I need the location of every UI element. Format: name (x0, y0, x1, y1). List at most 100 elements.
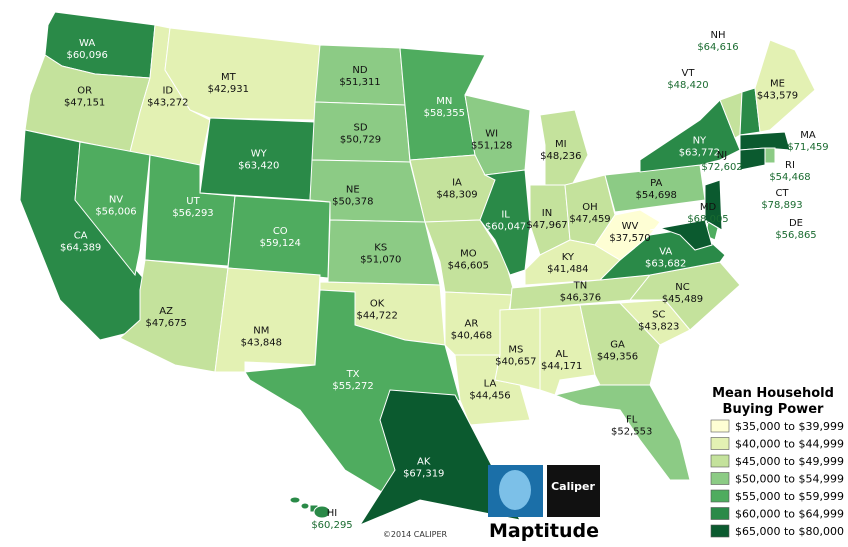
state-value: $40,468 (451, 330, 492, 341)
state-shape (300, 502, 310, 510)
state-value: $63,420 (238, 160, 279, 171)
logos: Caliper Maptitude ©2014 CALIPER (383, 465, 600, 542)
state-value: $43,579 (757, 90, 798, 101)
state-abbr: UT (186, 196, 200, 207)
state-shape (214, 267, 321, 373)
state-value: $47,459 (569, 214, 610, 225)
state-abbr: NE (346, 184, 360, 195)
state-abbr: NJ (717, 150, 727, 161)
state-value: $59,124 (260, 238, 301, 249)
state-abbr: RI (785, 160, 795, 171)
state-value: $41,484 (547, 264, 588, 275)
state-abbr: VA (659, 246, 672, 257)
state-value: $51,070 (360, 254, 401, 265)
state-abbr: MS (508, 345, 523, 356)
state-abbr: FL (626, 414, 638, 425)
state-value: $72,602 (701, 162, 742, 173)
state-abbr: ND (352, 65, 367, 76)
state-abbr: IA (452, 177, 462, 188)
state-abbr: MO (460, 249, 477, 260)
state-abbr: OH (582, 202, 597, 213)
state-shape (313, 505, 331, 519)
state-value: $47,151 (64, 97, 105, 108)
state-shape (289, 496, 301, 504)
state-value: $43,848 (241, 338, 282, 349)
legend-swatch (710, 507, 730, 520)
legend-label: $65,000 to $80,000 (735, 525, 844, 538)
state-abbr: SC (652, 310, 665, 321)
state-abbr: NV (109, 194, 123, 205)
legend-title: Buying Power (723, 402, 824, 417)
state-value: $51,311 (339, 77, 380, 88)
legend-label: $35,000 to $39,999 (735, 420, 844, 433)
state-shape (358, 389, 521, 527)
state-abbr: ME (770, 78, 785, 89)
state-abbr: AL (555, 349, 568, 360)
state-value: $42,931 (208, 84, 249, 95)
state-abbr: AK (417, 456, 431, 467)
state-value: $50,729 (340, 134, 381, 145)
state-value: $47,967 (526, 220, 567, 231)
state-abbr: ID (162, 86, 173, 97)
state-value: $45,489 (662, 294, 703, 305)
legend: Mean Household Buying Power $35,000 to $… (704, 380, 848, 543)
state-value: $60,295 (311, 520, 352, 531)
state-value: $47,675 (145, 318, 186, 329)
state-shape (594, 209, 661, 261)
state-value: $48,309 (436, 189, 477, 200)
state-value: $48,236 (540, 151, 581, 162)
state-value: $52,553 (611, 426, 652, 437)
state-shape (649, 219, 713, 251)
state-shape (754, 39, 816, 133)
legend-label: $40,000 to $44,999 (735, 438, 844, 451)
state-shape (739, 131, 791, 151)
state-abbr: MD (700, 202, 717, 213)
state-abbr: KY (562, 252, 575, 263)
state-abbr: TN (573, 281, 588, 292)
legend-label: $50,000 to $54,999 (735, 473, 844, 486)
state-value: $48,420 (667, 80, 708, 91)
legend-swatch (710, 524, 730, 538)
logo-head (499, 470, 531, 510)
legend-swatch (710, 489, 730, 503)
state-abbr: IN (542, 208, 552, 219)
state-abbr: OK (370, 298, 385, 309)
state-abbr: CT (775, 188, 789, 199)
state-value: $37,570 (609, 233, 650, 244)
state-abbr: NC (675, 282, 689, 293)
state-value: $64,389 (60, 242, 101, 253)
legend-label: $45,000 to $49,999 (735, 455, 844, 468)
state-shape (739, 147, 766, 171)
state-value: $63,682 (645, 258, 686, 269)
state-abbr: MN (436, 96, 452, 107)
state-labels: WA$60,096OR$47,151CA$64,389ID$43,272NV$5… (60, 30, 829, 531)
state-value: $58,355 (424, 108, 465, 119)
state-value: $54,698 (636, 190, 677, 201)
state-value: $67,319 (403, 468, 444, 479)
state-abbr: AR (465, 318, 479, 329)
state-abbr: LA (484, 379, 497, 390)
state-shape (764, 147, 776, 164)
state-abbr: GA (610, 340, 625, 351)
state-abbr: CA (74, 230, 88, 241)
state-abbr: IL (501, 209, 510, 220)
state-value: $55,272 (332, 381, 373, 392)
state-shape (704, 179, 723, 231)
state-value: $44,171 (541, 361, 582, 372)
state-shape (553, 384, 691, 481)
state-value: $56,006 (95, 206, 136, 217)
legend-swatch (710, 454, 730, 468)
state-abbr: NY (693, 136, 707, 147)
state-value: $60,047 (485, 221, 526, 232)
state-value: $63,772 (679, 148, 720, 159)
state-value: $64,616 (697, 42, 738, 53)
state-abbr: HI (327, 508, 337, 519)
state-value: $71,459 (787, 142, 828, 153)
state-abbr: NM (253, 326, 269, 337)
state-abbr: NH (711, 30, 726, 41)
state-abbr: OR (77, 85, 92, 96)
caliper-logo-text: Caliper (551, 480, 595, 493)
state-abbr: WI (485, 128, 498, 139)
state-value: $54,468 (769, 172, 810, 183)
state-abbr: WV (622, 221, 639, 232)
